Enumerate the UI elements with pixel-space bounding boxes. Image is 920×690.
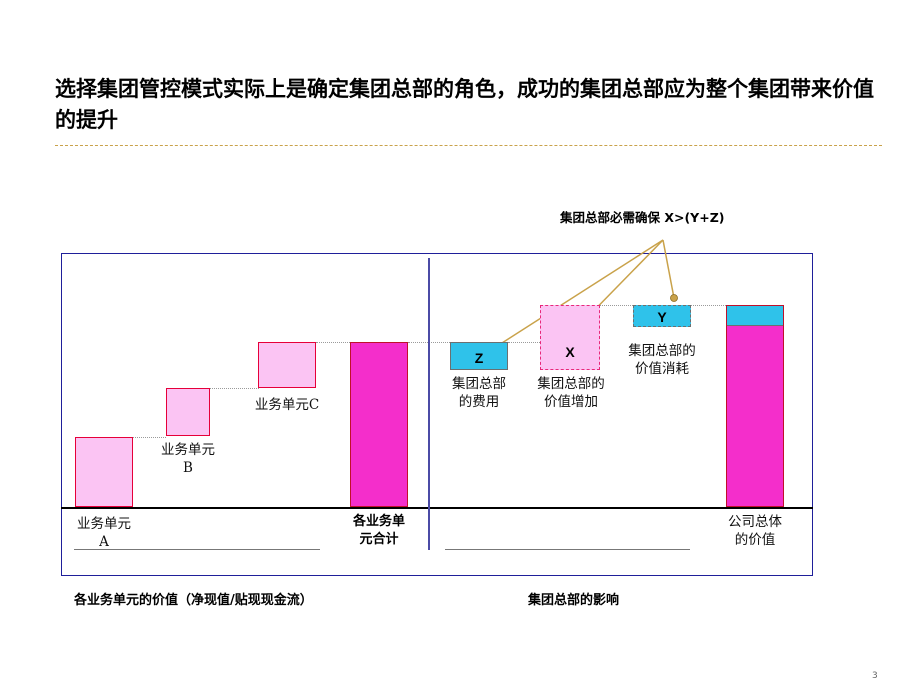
unit-c-label: 业务单元C xyxy=(254,397,320,413)
connector-z xyxy=(479,239,664,358)
step-dotted-line xyxy=(508,342,540,343)
company-total-cap xyxy=(727,306,783,326)
connector-y-dot xyxy=(670,294,678,302)
left-section-underline xyxy=(74,549,320,550)
callout-text: 集团总部必需确保 X>(Y+Z) xyxy=(560,210,725,225)
hq-consume-bar: Y xyxy=(633,305,691,327)
hq-added-label: 集团总部的 价值增加 xyxy=(537,376,605,410)
step-dotted-line xyxy=(209,388,259,389)
left-section-caption: 各业务单元的价值（净现值/贴现现金流） xyxy=(74,593,313,608)
company-total-bar xyxy=(726,305,784,507)
connector-y xyxy=(662,239,675,299)
unit-a-bar xyxy=(75,437,133,507)
section-divider xyxy=(428,258,430,550)
diagram-frame xyxy=(61,253,813,576)
hq-consume-letter: Y xyxy=(657,309,667,325)
units-total-label: 各业务单 元合计 xyxy=(352,514,405,547)
hq-added-letter: X xyxy=(565,344,575,360)
unit-b-bar xyxy=(166,388,210,436)
step-dotted-line xyxy=(316,342,350,343)
step-dotted-line xyxy=(132,437,166,438)
page-title: 选择集团管控模式实际上是确定集团总部的角色，成功的集团总部应为整个集团带来价值的… xyxy=(55,77,874,132)
step-dotted-line xyxy=(691,305,726,306)
unit-a-label: 业务单元 A xyxy=(77,516,131,550)
chart-baseline xyxy=(61,507,813,509)
right-section-underline xyxy=(445,549,690,550)
step-dotted-line xyxy=(600,305,633,306)
unit-c-bar xyxy=(258,342,316,388)
hq-added-bar: X xyxy=(540,305,600,370)
unit-b-label: 业务单元 B xyxy=(161,442,215,476)
hq-consume-label: 集团总部的 价值消耗 xyxy=(628,343,696,377)
page-number: 3 xyxy=(872,671,878,681)
hq-cost-label: 集团总部 的费用 xyxy=(452,376,506,410)
title-divider xyxy=(55,145,882,146)
company-total-label: 公司总体 的价值 xyxy=(728,514,782,548)
units-total-bar xyxy=(350,342,408,507)
hq-cost-bar: Z xyxy=(450,342,508,370)
hq-cost-letter: Z xyxy=(474,350,484,366)
right-section-caption: 集团总部的影响 xyxy=(528,593,620,608)
